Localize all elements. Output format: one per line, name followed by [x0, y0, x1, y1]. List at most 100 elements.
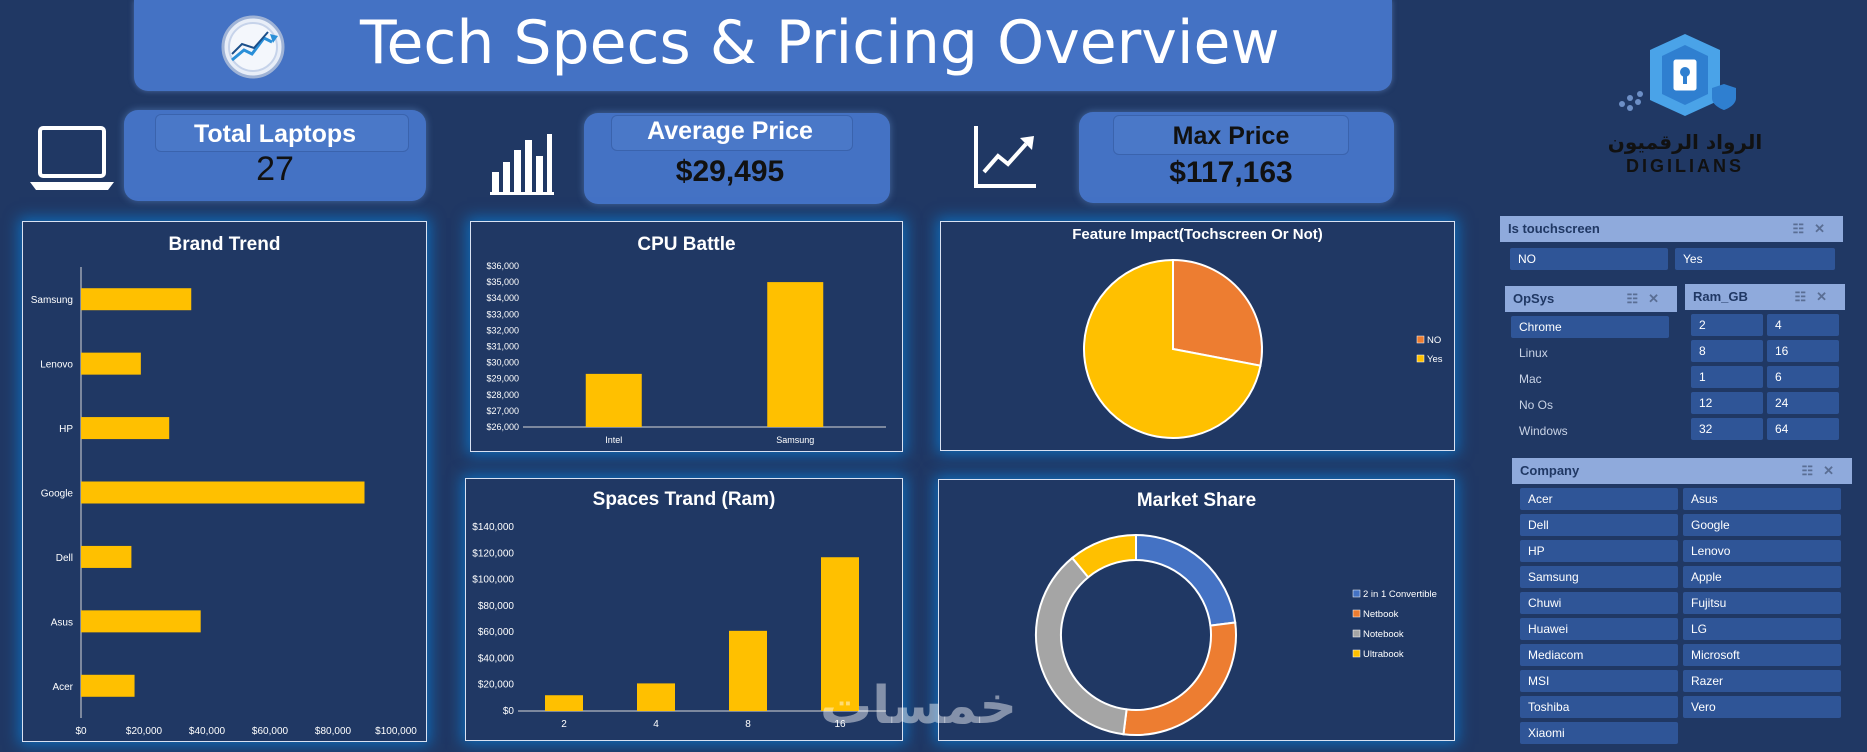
slicer-item[interactable]: Google	[1683, 514, 1841, 536]
slicer-item[interactable]: Microsoft	[1683, 644, 1841, 666]
slicer-item[interactable]: Linux	[1519, 346, 1548, 360]
slicer-item[interactable]: 8	[1691, 340, 1763, 362]
x-tick-label: $40,000	[189, 726, 226, 737]
slicer-controls[interactable]: ☷✕	[1794, 289, 1837, 305]
clear-filter-icon[interactable]: ✕	[1648, 291, 1669, 306]
slicer-item[interactable]: Razer	[1683, 670, 1841, 692]
company-logo: الرواد الرقميون DIGILIANS	[1600, 30, 1770, 180]
slicer-title: Ram_GB	[1693, 289, 1748, 304]
slicer-item[interactable]: Xiaomi	[1520, 722, 1678, 744]
slicer-item[interactable]: MSI	[1520, 670, 1678, 692]
slicer-item[interactable]: 2	[1691, 314, 1763, 336]
chart-title: Feature Impact(Tochscreen Or Not)	[1072, 226, 1323, 243]
kpi-label-box	[611, 115, 853, 151]
slicer-item[interactable]: 1	[1691, 366, 1763, 388]
legend-swatch	[1416, 335, 1425, 344]
y-tick-label: $35,000	[486, 277, 519, 287]
bar	[81, 352, 141, 375]
slicer-item[interactable]: Fujitsu	[1683, 592, 1841, 614]
clear-filter-icon[interactable]: ✕	[1814, 221, 1835, 236]
legend-label: Notebook	[1363, 629, 1404, 640]
spaces-trand-panel: Spaces Trand (Ram) $0 $20,000 $40,000 $60,0…	[465, 478, 903, 741]
slicer-item[interactable]: 64	[1767, 418, 1839, 440]
y-tick-label: Samsung	[31, 295, 73, 306]
slicer-controls[interactable]: ☷✕	[1792, 221, 1835, 237]
clear-filter-icon[interactable]: ✕	[1816, 289, 1837, 304]
slicer-item[interactable]: Vero	[1683, 696, 1841, 718]
slicer-item[interactable]: Chrome	[1511, 316, 1669, 338]
slicer-item[interactable]: Lenovo	[1683, 540, 1841, 562]
slicer-item[interactable]: Mac	[1519, 372, 1542, 386]
slicer-item[interactable]: Apple	[1683, 566, 1841, 588]
pie-slice	[1135, 533, 1237, 627]
slicer-item[interactable]: Yes	[1675, 248, 1835, 270]
x-tick-label: $60,000	[252, 726, 289, 737]
slicer-item[interactable]: Asus	[1683, 488, 1841, 510]
slicer-item[interactable]: NO	[1510, 248, 1668, 270]
y-tick-label: $29,000	[486, 374, 519, 384]
feature-impact-chart: NO Yes	[1083, 258, 1443, 439]
bar	[767, 282, 824, 427]
y-tick-label: Asus	[51, 617, 73, 628]
slicer-item[interactable]: Acer	[1520, 488, 1678, 510]
slicer-item[interactable]: LG	[1683, 618, 1841, 640]
page-title: Tech Specs & Pricing Overview	[360, 8, 1280, 78]
slicer-item[interactable]: Samsung	[1520, 566, 1678, 588]
logo-english-text: DIGILIANS	[1625, 156, 1744, 176]
multi-select-icon[interactable]: ☷	[1801, 463, 1824, 478]
ram-slicer: Ram_GB ☷✕ 2 4 8 16 1 6 12 24 32 64	[1685, 284, 1845, 444]
x-tick-label: 2	[561, 719, 567, 730]
slicer-item[interactable]: Toshiba	[1520, 696, 1678, 718]
watermark: خمسات	[820, 676, 1018, 736]
bar	[81, 417, 170, 440]
kpi-label: Max Price	[1172, 122, 1290, 150]
slicer-item[interactable]: 4	[1767, 314, 1839, 336]
bar	[729, 630, 767, 711]
pie-slice	[1083, 258, 1262, 439]
slicer-item[interactable]: 24	[1767, 392, 1839, 414]
y-tick-label: $80,000	[478, 601, 515, 612]
multi-select-icon[interactable]: ☷	[1626, 291, 1649, 306]
multi-select-icon[interactable]: ☷	[1792, 221, 1815, 236]
slicer-item[interactable]: 32	[1691, 418, 1763, 440]
chart-title: Brand Trend	[168, 234, 281, 255]
slicer-controls[interactable]: ☷✕	[1801, 463, 1844, 479]
clear-filter-icon[interactable]: ✕	[1823, 463, 1844, 478]
y-tick-label: $100,000	[472, 575, 514, 586]
pie-slice	[1035, 556, 1128, 736]
slicer-item[interactable]: 12	[1691, 392, 1763, 414]
y-tick-label: $27,000	[486, 406, 519, 416]
slicer-item[interactable]: HP	[1520, 540, 1678, 562]
y-tick-label: $28,000	[486, 390, 519, 400]
x-tick-label: 16	[834, 719, 846, 730]
bar	[585, 373, 642, 427]
slicer-header: Ram_GB ☷✕	[1685, 284, 1845, 310]
slicer-item[interactable]: Mediacom	[1520, 644, 1678, 666]
y-tick-label: $26,000	[486, 422, 519, 432]
multi-select-icon[interactable]: ☷	[1794, 289, 1817, 304]
y-tick-label: $34,000	[486, 293, 519, 303]
x-tick-label: 8	[745, 719, 751, 730]
chart-title: Spaces Trand (Ram)	[592, 489, 776, 510]
slicer-item[interactable]: Chuwi	[1520, 592, 1678, 614]
legend-label: Netbook	[1363, 609, 1399, 620]
y-tick-label: HP	[59, 424, 73, 435]
x-tick-label: $80,000	[315, 726, 352, 737]
y-tick-label: $33,000	[486, 309, 519, 319]
slicer-item[interactable]: 6	[1767, 366, 1839, 388]
brand-trend-panel: Brand Trend Samsung Lenovo HP Google Dell Asu…	[22, 221, 427, 742]
slicer-item[interactable]: Huawei	[1520, 618, 1678, 640]
y-tick-label: $120,000	[472, 548, 514, 559]
slicer-item[interactable]: Dell	[1520, 514, 1678, 536]
slicer-title: Is touchscreen	[1508, 221, 1600, 236]
bar	[81, 288, 192, 311]
opsys-slicer: OpSys ☷✕ Chrome Linux Mac No Os Windows	[1505, 286, 1677, 446]
slicer-controls[interactable]: ☷✕	[1626, 291, 1669, 307]
slicer-item[interactable]: Windows	[1519, 424, 1568, 438]
y-tick-label: Lenovo	[40, 360, 73, 371]
slicer-item[interactable]: No Os	[1519, 398, 1554, 412]
spaces-trand-chart: $0 $20,000 $40,000 $60,000 $80,000 $100,000 $1…	[472, 522, 886, 730]
slicer-item[interactable]: 16	[1767, 340, 1839, 362]
pie-slice	[1122, 621, 1237, 736]
slicer-title: Company	[1520, 463, 1580, 478]
